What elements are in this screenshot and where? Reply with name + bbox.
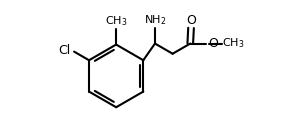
Text: O: O bbox=[208, 37, 218, 50]
Text: Cl: Cl bbox=[59, 44, 71, 57]
Text: NH$_2$: NH$_2$ bbox=[144, 13, 166, 27]
Text: CH$_3$: CH$_3$ bbox=[222, 37, 245, 50]
Text: O: O bbox=[186, 14, 196, 27]
Text: CH$_3$: CH$_3$ bbox=[105, 14, 127, 28]
